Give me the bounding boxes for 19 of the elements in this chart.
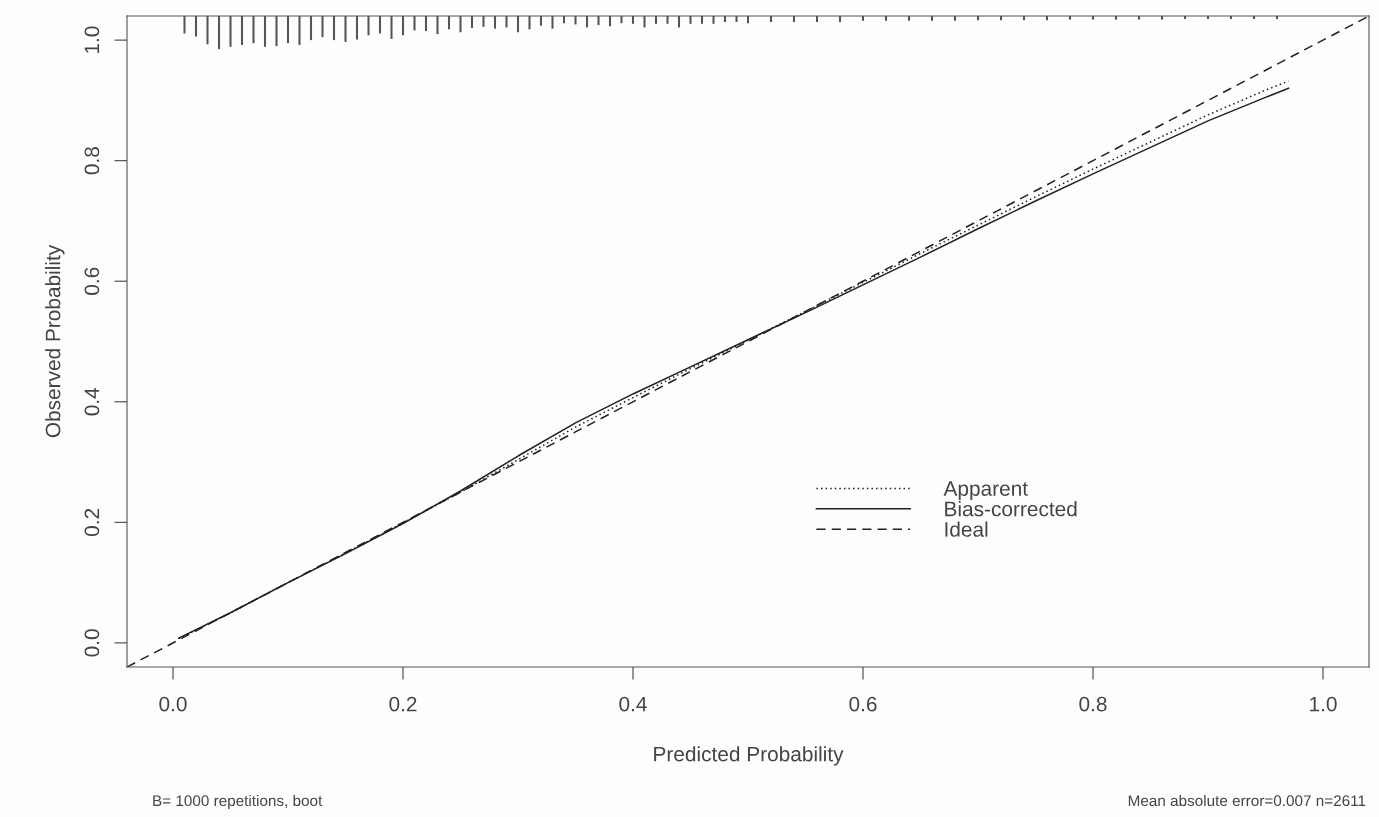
y-tick-label: 0.2 xyxy=(84,508,100,536)
x-tick-label: 0.6 xyxy=(849,696,877,712)
y-axis-title: Observed Probability xyxy=(45,244,65,438)
y-tick-label: 0.4 xyxy=(84,387,100,416)
y-tick-label: 0.6 xyxy=(84,267,100,295)
x-tick-label: 0.0 xyxy=(159,696,187,712)
x-tick-label: 0.8 xyxy=(1079,696,1107,712)
y-tick-label: 1.0 xyxy=(84,26,100,53)
y-tick-label: 0.0 xyxy=(84,629,100,657)
legend-label: Bias-corrected xyxy=(945,501,1077,517)
x-tick-label: 0.2 xyxy=(389,696,417,712)
text: B= 1000 repetitions, boot xyxy=(153,794,323,810)
x-tick-label: 0.4 xyxy=(619,696,647,712)
x-axis-title: Predicted Probability xyxy=(654,746,844,766)
text: Mean absolute error=0.007 n=2611 xyxy=(1128,794,1366,807)
legend-label: Apparent xyxy=(943,481,1028,501)
legend-label: Ideal xyxy=(945,521,988,537)
x-tick-label: 1.0 xyxy=(1310,696,1337,712)
y-tick-label: 0.8 xyxy=(84,147,100,175)
